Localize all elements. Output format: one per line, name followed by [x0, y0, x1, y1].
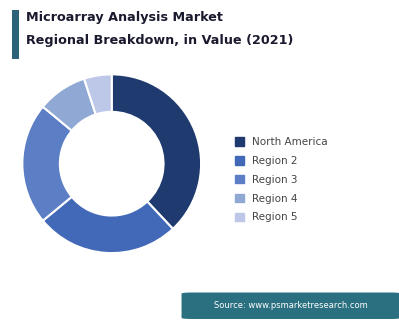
Wedge shape	[43, 197, 173, 253]
Text: Source: www.psmarketresearch.com: Source: www.psmarketresearch.com	[214, 301, 368, 310]
Text: Microarray Analysis Market: Microarray Analysis Market	[26, 11, 223, 24]
Wedge shape	[43, 79, 96, 131]
Wedge shape	[112, 74, 201, 229]
Wedge shape	[22, 107, 72, 221]
Text: Regional Breakdown, in Value (2021): Regional Breakdown, in Value (2021)	[26, 34, 293, 47]
Wedge shape	[84, 74, 112, 114]
FancyBboxPatch shape	[182, 292, 399, 319]
Legend: North America, Region 2, Region 3, Region 4, Region 5: North America, Region 2, Region 3, Regio…	[235, 137, 328, 222]
